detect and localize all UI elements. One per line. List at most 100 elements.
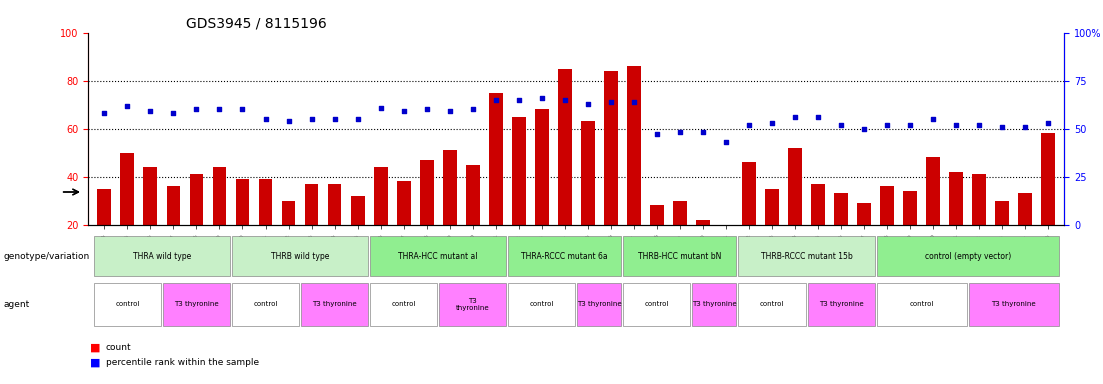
Point bbox=[188, 106, 205, 113]
Bar bbox=[950, 172, 963, 273]
Text: THRB-RCCC mutant 15b: THRB-RCCC mutant 15b bbox=[761, 252, 853, 261]
Bar bbox=[97, 189, 111, 273]
FancyBboxPatch shape bbox=[807, 283, 875, 326]
Bar bbox=[973, 174, 986, 273]
FancyBboxPatch shape bbox=[877, 283, 966, 326]
Bar bbox=[420, 160, 433, 273]
Point bbox=[372, 104, 389, 111]
Bar bbox=[489, 93, 503, 273]
Text: control: control bbox=[115, 301, 140, 307]
Bar bbox=[120, 153, 135, 273]
Point bbox=[395, 108, 413, 114]
Point bbox=[694, 129, 711, 136]
Bar bbox=[650, 205, 664, 273]
Text: control (empty vector): control (empty vector) bbox=[924, 252, 1010, 261]
Point bbox=[141, 108, 159, 114]
Bar bbox=[397, 182, 410, 273]
Text: THRB-HCC mutant bN: THRB-HCC mutant bN bbox=[639, 252, 721, 261]
Point bbox=[418, 106, 436, 113]
Bar bbox=[834, 194, 848, 273]
Bar bbox=[236, 179, 249, 273]
Text: control: control bbox=[910, 301, 934, 307]
Point bbox=[833, 122, 850, 128]
FancyBboxPatch shape bbox=[623, 237, 737, 276]
Text: T3 thyronine: T3 thyronine bbox=[818, 301, 864, 307]
Point bbox=[164, 110, 182, 116]
Bar bbox=[374, 167, 387, 273]
Point bbox=[280, 118, 298, 124]
Bar bbox=[857, 203, 871, 273]
Text: T3 thyronine: T3 thyronine bbox=[174, 301, 218, 307]
FancyBboxPatch shape bbox=[163, 283, 231, 326]
FancyBboxPatch shape bbox=[301, 283, 368, 326]
FancyBboxPatch shape bbox=[94, 283, 161, 326]
FancyBboxPatch shape bbox=[693, 283, 737, 326]
Bar bbox=[927, 157, 940, 273]
Bar bbox=[328, 184, 342, 273]
Bar bbox=[558, 69, 571, 273]
FancyBboxPatch shape bbox=[623, 283, 690, 326]
Point bbox=[602, 99, 620, 105]
Text: ■: ■ bbox=[90, 343, 101, 353]
FancyBboxPatch shape bbox=[738, 283, 805, 326]
Bar bbox=[880, 186, 895, 273]
Point bbox=[1039, 120, 1057, 126]
FancyBboxPatch shape bbox=[968, 283, 1059, 326]
Point bbox=[464, 106, 482, 113]
Bar bbox=[512, 117, 526, 273]
FancyBboxPatch shape bbox=[738, 237, 875, 276]
Point bbox=[257, 116, 275, 122]
Point bbox=[810, 114, 827, 120]
Text: control: control bbox=[645, 301, 670, 307]
Bar bbox=[213, 167, 226, 273]
Bar bbox=[604, 71, 618, 273]
FancyBboxPatch shape bbox=[577, 283, 621, 326]
FancyBboxPatch shape bbox=[439, 283, 506, 326]
Text: THRA-RCCC mutant 6a: THRA-RCCC mutant 6a bbox=[522, 252, 608, 261]
Point bbox=[118, 103, 136, 109]
Point bbox=[556, 97, 574, 103]
Point bbox=[625, 99, 643, 105]
Point bbox=[649, 131, 666, 137]
Point bbox=[533, 95, 550, 101]
Bar bbox=[673, 201, 687, 273]
Text: GDS3945 / 8115196: GDS3945 / 8115196 bbox=[185, 16, 326, 30]
FancyBboxPatch shape bbox=[508, 283, 576, 326]
Point bbox=[486, 97, 504, 103]
Text: percentile rank within the sample: percentile rank within the sample bbox=[106, 358, 259, 367]
Point bbox=[1017, 124, 1035, 130]
FancyBboxPatch shape bbox=[94, 237, 231, 276]
Bar bbox=[742, 162, 756, 273]
Point bbox=[671, 129, 688, 136]
Bar bbox=[535, 109, 548, 273]
Bar bbox=[811, 184, 825, 273]
Text: T3 thyronine: T3 thyronine bbox=[693, 301, 737, 307]
Text: control: control bbox=[254, 301, 278, 307]
Bar bbox=[442, 150, 457, 273]
Point bbox=[717, 139, 735, 145]
Text: T3
thyronine: T3 thyronine bbox=[456, 298, 490, 311]
Bar bbox=[258, 179, 272, 273]
FancyBboxPatch shape bbox=[232, 237, 368, 276]
Point bbox=[211, 106, 228, 113]
Point bbox=[971, 122, 988, 128]
Bar bbox=[789, 148, 802, 273]
Bar bbox=[190, 174, 203, 273]
Bar bbox=[696, 220, 710, 273]
Point bbox=[349, 116, 366, 122]
Text: ■: ■ bbox=[90, 358, 101, 368]
Point bbox=[234, 106, 251, 113]
Point bbox=[994, 124, 1011, 130]
Point bbox=[924, 116, 942, 122]
Text: T3 thyronine: T3 thyronine bbox=[992, 301, 1036, 307]
FancyBboxPatch shape bbox=[371, 283, 437, 326]
Point bbox=[510, 97, 527, 103]
Point bbox=[96, 110, 114, 116]
Bar bbox=[765, 189, 779, 273]
Point bbox=[855, 126, 872, 132]
Bar bbox=[581, 121, 595, 273]
Bar bbox=[351, 196, 364, 273]
Text: count: count bbox=[106, 343, 131, 352]
Point bbox=[901, 122, 919, 128]
Bar bbox=[903, 191, 917, 273]
